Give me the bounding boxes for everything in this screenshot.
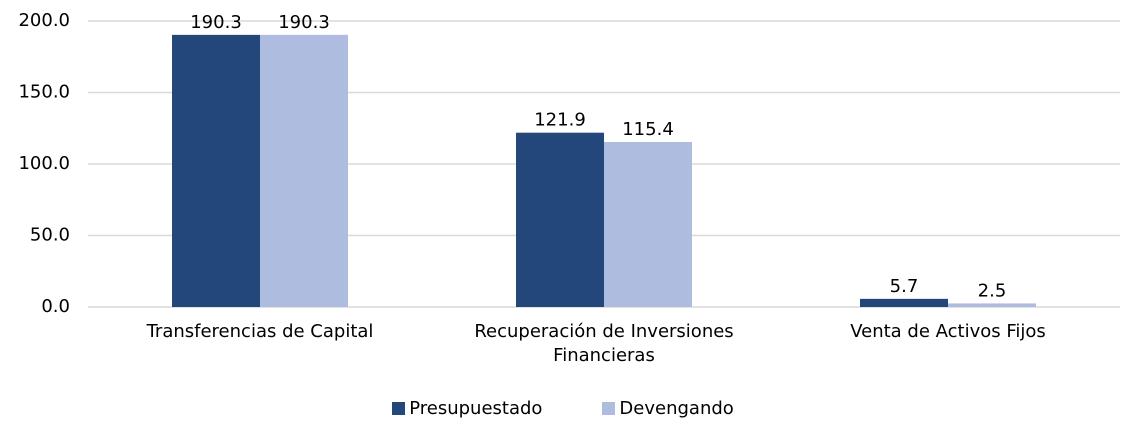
y-tick-label: 150.0 bbox=[18, 82, 70, 103]
data-label: 190.3 bbox=[278, 12, 330, 33]
legend-item: Presupuestado bbox=[392, 398, 542, 419]
x-tick-label: Recuperación de Inversiones Financieras bbox=[474, 321, 734, 366]
bar bbox=[516, 132, 604, 307]
legend-swatch bbox=[602, 402, 616, 415]
legend-swatch bbox=[392, 402, 406, 415]
data-label: 2.5 bbox=[978, 280, 1007, 301]
y-tick-label: 50.0 bbox=[30, 225, 70, 246]
bar bbox=[260, 34, 348, 307]
data-label: 121.9 bbox=[534, 110, 586, 131]
y-tick-label: 0.0 bbox=[41, 296, 70, 317]
x-tick-label: Venta de Activos Fijos bbox=[850, 321, 1046, 342]
legend: Presupuestado Devengando bbox=[0, 398, 1126, 419]
y-tick-label: 200.0 bbox=[18, 10, 70, 31]
data-label: 115.4 bbox=[622, 119, 674, 140]
legend-label: Presupuestado bbox=[409, 398, 543, 419]
bar bbox=[860, 298, 948, 307]
legend-item: Devengando bbox=[602, 398, 734, 419]
legend-label: Devengando bbox=[619, 398, 734, 419]
bar bbox=[172, 34, 260, 307]
y-tick-label: 100.0 bbox=[18, 153, 70, 174]
data-label: 5.7 bbox=[890, 276, 919, 297]
x-tick-label: Transferencias de Capital bbox=[146, 321, 374, 342]
data-label: 190.3 bbox=[190, 12, 242, 33]
bar bbox=[948, 303, 1036, 307]
bar bbox=[604, 141, 692, 307]
